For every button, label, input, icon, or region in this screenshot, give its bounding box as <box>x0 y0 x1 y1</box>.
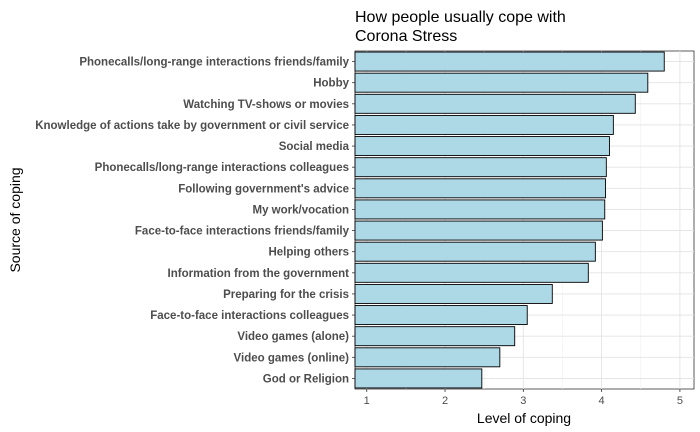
category-label: Face-to-face interactions friends/family <box>135 226 350 238</box>
chart-title-line-2: Corona Stress <box>355 28 457 45</box>
bar <box>354 114 614 135</box>
bar <box>354 368 483 389</box>
bar <box>354 199 606 220</box>
category-label: Preparing for the crisis <box>223 289 349 301</box>
bar <box>354 93 636 114</box>
category-label: Phonecalls/long-range interactions colle… <box>95 162 349 174</box>
x-tick-label: 5 <box>677 395 683 407</box>
category-label: Information from the government <box>168 268 350 280</box>
x-axis-title: Level of coping <box>477 410 571 426</box>
bar <box>354 262 589 283</box>
category-labels: Phonecalls/long-range interactions frien… <box>35 57 349 386</box>
category-label: Knowledge of actions take by government … <box>35 120 349 132</box>
category-label: Hobby <box>313 78 349 90</box>
category-label: Helping others <box>268 247 349 259</box>
bar <box>354 326 516 347</box>
bar <box>354 157 607 178</box>
bars <box>354 51 665 389</box>
category-label: Phonecalls/long-range interactions frien… <box>79 57 349 69</box>
bar <box>354 51 665 72</box>
category-label: Face-to-face interactions colleagues <box>150 310 349 322</box>
category-label: Watching TV-shows or movies <box>183 99 349 111</box>
bar <box>354 241 596 262</box>
bar <box>354 178 606 199</box>
x-tick-label: 1 <box>364 395 370 407</box>
bar <box>354 283 553 304</box>
y-axis-title: Source of coping <box>7 167 23 272</box>
x-tick-label: 4 <box>599 395 605 407</box>
bar <box>354 347 501 368</box>
bar <box>354 136 610 157</box>
category-label: My work/vocation <box>253 204 350 216</box>
category-label: Social media <box>279 141 350 153</box>
category-label: God or Religion <box>263 373 349 385</box>
bar <box>354 72 649 93</box>
bar <box>354 305 528 326</box>
category-label: Following government's advice <box>178 183 349 195</box>
bar <box>354 220 603 241</box>
chart-title-line-1: How people usually cope with <box>355 9 566 26</box>
category-label: Video games (online) <box>234 352 350 364</box>
x-tick-label: 3 <box>520 395 526 407</box>
x-axis-ticks: 1 2 3 4 5 <box>352 61 683 407</box>
category-label: Video games (alone) <box>237 331 349 343</box>
x-tick-label: 2 <box>442 395 448 407</box>
